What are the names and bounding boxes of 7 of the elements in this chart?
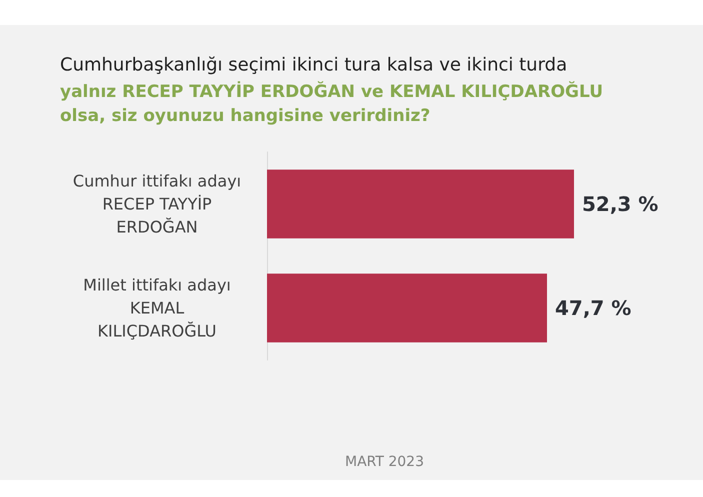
data-label: 47,7 %	[555, 296, 632, 320]
y-tick-label: Millet ittifakı adayı KEMAL KILIÇDAROĞLU	[83, 276, 231, 340]
chart-subtitle: yalnız RECEP TAYYİP ERDOĞAN ve KEMAL KILIÇDAROĞLU olsa, siz oyunuzu hangisine verirdiniz?	[60, 81, 609, 126]
chart-title: Cumhurbaşkanlığı seçimi ikinci tura kalsa ve ikinci turda	[60, 54, 568, 76]
y-tick-label: Cumhur ittifakı adayı RECEP TAYYİP ERDOĞAN	[72, 172, 242, 236]
text: MART 2023	[345, 454, 424, 470]
data-label: 52,3 %	[582, 192, 658, 216]
